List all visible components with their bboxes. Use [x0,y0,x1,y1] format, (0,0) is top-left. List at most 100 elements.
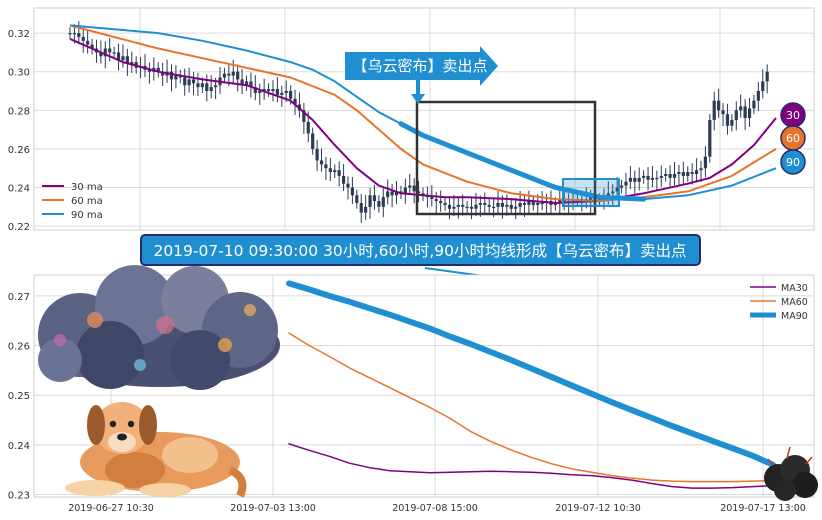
candle-body [730,119,734,126]
candle-body [147,69,152,72]
candle-body [253,87,257,93]
candle-body [258,91,262,93]
candle-body [434,199,438,202]
candle-body [231,71,235,76]
ma-badges: 30 60 90 [780,102,806,175]
candle-body [306,121,310,134]
top-y-tick-label: 0.22 [8,222,30,233]
candle-body [628,177,632,182]
candle-body [522,202,527,205]
candle-body [421,193,425,196]
candle-body [492,206,496,209]
top-chart: 0.32 0.30 0.28 0.26 0.24 0.22 【乌云密布】卖出点 30 ma… [8,7,815,233]
badge-90 [780,149,806,175]
legend-label-90ma: 90 ma [71,210,103,221]
candle-body [633,177,637,182]
candle-body [646,175,650,180]
candle-body [108,48,112,53]
top-plot-frame [33,7,815,231]
candle-body [739,106,743,111]
top-candles [68,21,769,224]
candle-body [452,206,456,209]
bottom-x-tick-label: 2019-07-03 13:00 [230,503,316,514]
small-dark-cloud-illustration [764,446,818,501]
legend-label-60ma: 60 ma [71,196,103,207]
candle-body [390,191,394,196]
candle-body [456,204,460,207]
candle-body [487,204,491,207]
candle-body [717,100,721,111]
candle-body [289,91,293,99]
candle-body [505,204,509,207]
bottom-x-tick-label: 2019-07-17 13:00 [720,503,806,514]
bottom-x-tick-label: 2019-07-08 15:00 [392,503,478,514]
candle-body [236,71,240,80]
legend-label-30ma: 30 ma [71,182,103,193]
annotation-arrow [345,46,498,86]
candle-body [708,119,712,157]
top-y-tick-label: 0.24 [8,184,30,195]
candle-body [611,191,615,194]
candle-body [756,91,760,101]
candle-body [394,191,399,196]
candle-body [721,110,725,115]
candle-body [461,204,465,207]
candle-body [280,92,284,95]
candle-body [478,202,482,205]
candle-body [214,85,218,88]
candle-body [121,56,125,61]
bottom-y-tick-label: 0.24 [8,441,30,452]
legend-label-ma60: MA60 [781,297,808,308]
banner-box [140,234,701,266]
candle-body [271,89,275,92]
candle-body [496,202,500,207]
candle-body [562,199,566,203]
bottom-series-line-MA90 [286,280,776,468]
top-y-axis: 0.32 0.30 0.28 0.26 0.24 0.22 [8,29,30,233]
candle-body [284,91,288,93]
candle-body [725,114,730,126]
candle-body [311,133,315,149]
candle-body [81,36,85,41]
bottom-legend: MA30 MA60 MA90 [750,283,808,322]
candle-body [408,185,412,188]
candle-body [447,204,452,209]
candle-body [699,168,703,171]
candle-body [694,170,699,175]
candle-body [315,148,319,161]
top-y-tick-label: 0.28 [8,106,30,117]
candle-body [677,172,681,175]
candle-body [403,187,407,194]
candle-body [619,185,624,188]
candle-body [72,33,77,35]
candle-body [77,33,81,37]
dog-illustration [65,402,247,498]
candle-body [90,44,94,49]
storm-cloud-illustration [38,265,280,390]
candle-body [341,175,346,184]
candle-body [183,77,187,86]
candle-body [161,71,165,76]
candle-body [368,195,372,207]
candle-body [527,201,531,205]
sell-zone-box [415,100,597,216]
candle-body [531,201,535,205]
candle-body [747,108,752,119]
candle-body [169,71,174,80]
candle-body [116,52,121,61]
top-y-tick-label: 0.32 [8,29,30,40]
candle-body [222,73,227,78]
candle-body [681,172,685,176]
candle-body [386,191,390,198]
candle-body [359,202,363,213]
top-ma-lines [69,24,777,204]
candle-body [469,206,474,209]
candle-body [200,83,204,88]
candle-body [655,177,659,180]
candle-body [86,40,90,45]
legend-label-ma90: MA90 [781,311,808,322]
candle-body [439,201,443,203]
candle-body [337,170,341,176]
candle-body [364,206,368,213]
